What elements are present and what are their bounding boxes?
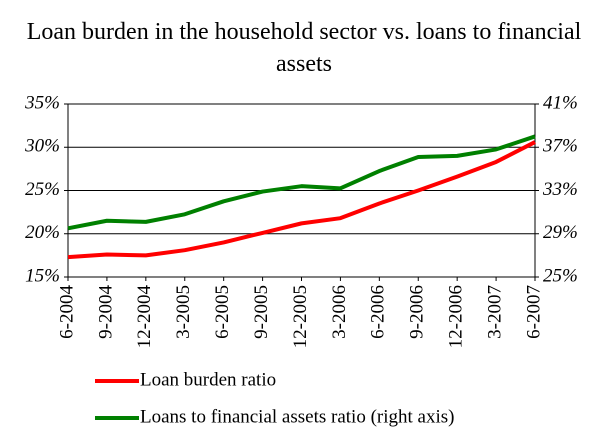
- y-tick-label: 25%: [25, 179, 60, 200]
- x-tick-label: 6-2006: [368, 285, 389, 339]
- x-tick-label: 12-2004: [134, 285, 155, 349]
- x-tick-label: 3-2006: [329, 285, 350, 339]
- x-tick-label: 6-2004: [56, 285, 77, 339]
- x-tick-label: 6-2005: [212, 285, 233, 339]
- x-tick-label: 9-2005: [251, 285, 272, 339]
- y-tick-label: 15%: [25, 265, 60, 286]
- x-tick-label: 3-2005: [173, 285, 194, 339]
- y2-tick-label: 29%: [543, 222, 578, 243]
- y-tick-label: 20%: [25, 222, 60, 243]
- legend-label: Loan burden ratio: [140, 369, 276, 390]
- x-tick-label: 9-2004: [95, 285, 116, 339]
- y-tick-label: 35%: [24, 92, 60, 113]
- y2-tick-label: 33%: [542, 179, 578, 200]
- y-tick-label: 30%: [24, 136, 60, 157]
- x-tick-label: 3-2007: [484, 285, 505, 339]
- y2-tick-label: 41%: [543, 92, 578, 113]
- series-line: [67, 140, 536, 260]
- x-tick-label: 12-2006: [446, 285, 467, 348]
- series-line: [67, 134, 536, 231]
- x-tick-label: 9-2006: [407, 285, 428, 339]
- chart-title: Loan burden in the household sector vs. …: [26, 19, 582, 77]
- x-tick-label: 12-2005: [290, 285, 311, 348]
- y2-tick-label: 25%: [543, 265, 578, 286]
- y2-tick-label: 37%: [542, 136, 578, 157]
- x-tick-label: 6-2007: [523, 285, 544, 339]
- legend-label: Loans to financial assets ratio (right a…: [140, 406, 454, 427]
